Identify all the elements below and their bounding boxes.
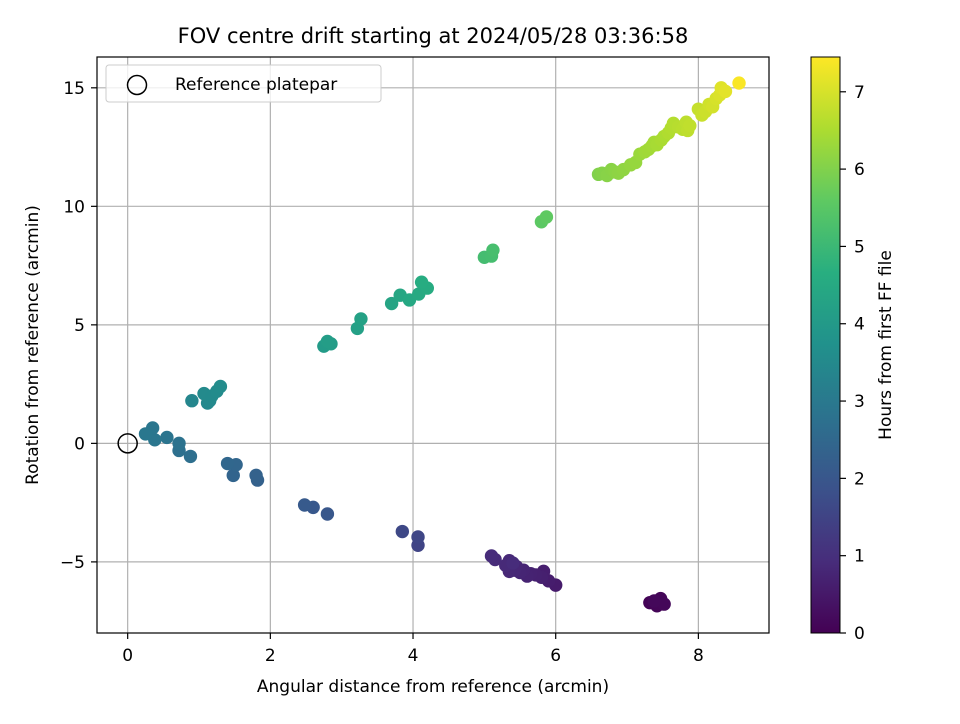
data-point [172,436,186,451]
x-tick-label: 8 [693,646,704,666]
colorbar-tick-label: 4 [854,315,865,335]
y-axis-ticks: −5 0 5 10 15 [60,79,97,573]
data-point [486,243,500,257]
legend-reference-marker [126,74,148,96]
data-point [138,427,153,441]
data-point [320,507,335,521]
colorbar-tick-label: 0 [854,624,865,644]
data-point [414,275,429,289]
data-point [683,119,697,133]
chart-title: FOV centre drift starting at 2024/05/28 … [178,24,689,48]
data-point [411,530,425,544]
y-tick-label: 10 [63,197,85,217]
legend-label: Reference platepar [175,75,337,95]
colorbar-label: Hours from first FF file [876,250,896,440]
colorbar-tick-label: 7 [854,83,865,103]
data-point [354,312,368,326]
data-point [249,468,263,483]
x-axis-label: Angular distance from reference (arcmin) [257,677,609,697]
plot-frame [96,56,770,634]
colorbar-tick-label: 3 [854,392,865,412]
y-tick-label: 0 [74,434,85,454]
colorbar-tick-label: 1 [854,547,865,567]
colorbar-gradient [810,56,841,634]
colorbar-tick-label: 2 [854,469,865,489]
x-tick-label: 0 [122,646,133,666]
x-tick-label: 4 [408,646,419,666]
data-point [226,468,240,483]
data-point [647,594,661,608]
data-point [185,394,199,408]
y-axis-label: Rotation from reference (arcmin) [23,205,43,485]
x-tick-label: 2 [265,646,276,666]
colorbar: 0 1 2 3 4 5 6 7 Hours from first FF file [810,56,896,644]
y-tick-label: 15 [63,79,85,99]
data-point [320,334,335,349]
colorbar-ticks: 0 1 2 3 4 5 6 7 [840,83,865,644]
y-tick-label: 5 [74,316,85,336]
data-point [220,456,235,471]
data-point [395,524,410,539]
data-point [183,449,198,464]
data-point [732,76,746,90]
data-point [506,556,520,570]
data-point [718,84,733,99]
x-tick-label: 6 [550,646,561,666]
data-point [384,296,399,311]
colorbar-tick-label: 5 [854,237,865,257]
legend: Reference platepar [105,64,382,103]
data-points [138,76,746,613]
data-point [160,430,174,445]
data-point [539,210,554,224]
legend-box [105,64,382,103]
colorbar-tick-label: 6 [854,160,865,180]
x-axis-ticks: 0 2 4 6 8 [122,633,704,666]
reference-platepar-marker [117,433,138,454]
y-tick-label: −5 [60,553,85,573]
data-point [297,498,312,512]
data-point [484,549,499,563]
data-point [213,379,228,394]
grid [97,57,769,633]
